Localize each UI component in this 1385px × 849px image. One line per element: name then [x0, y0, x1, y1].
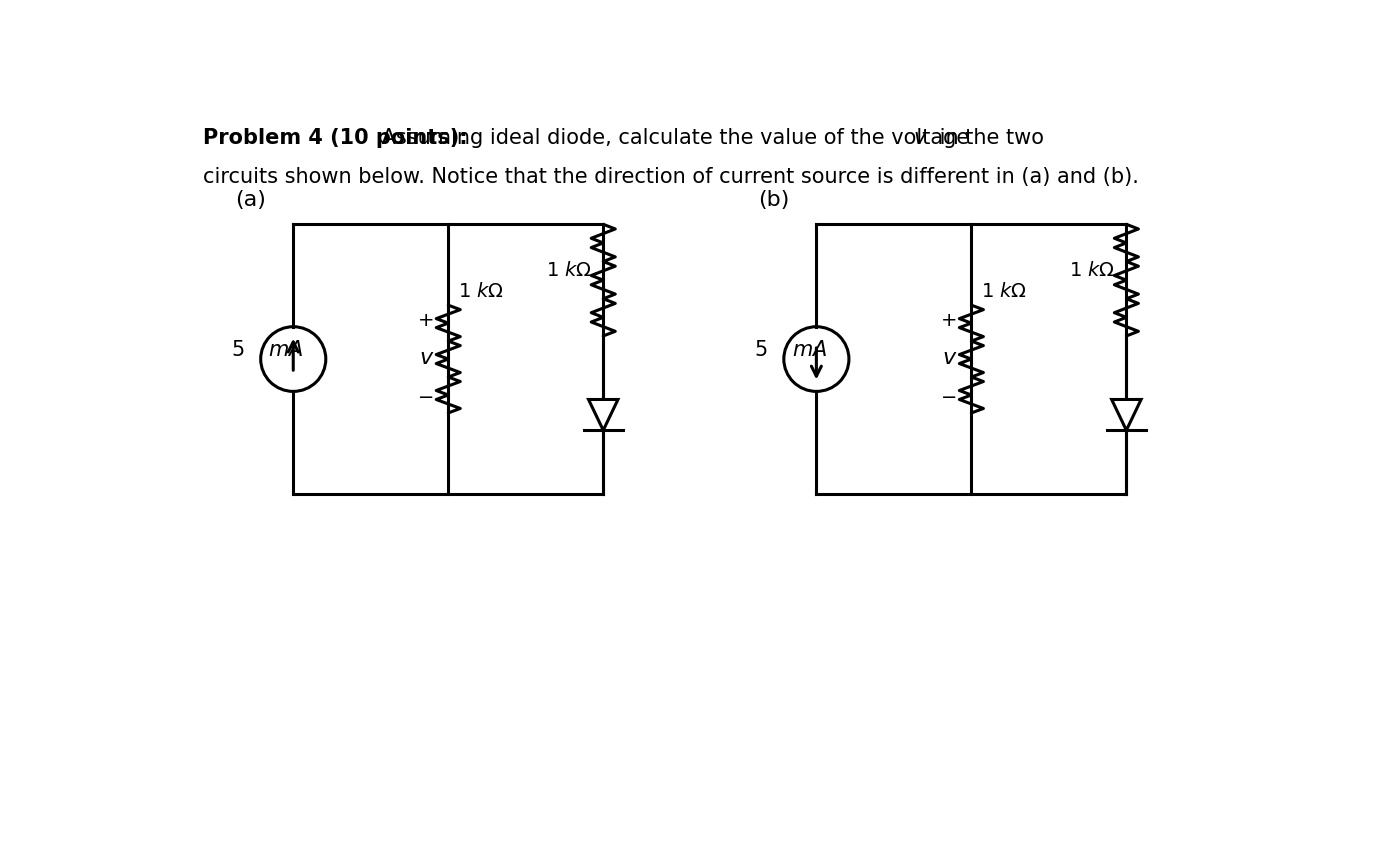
Text: −: −: [940, 388, 957, 407]
Text: circuits shown below. Notice that the direction of current source is different i: circuits shown below. Notice that the di…: [202, 166, 1138, 187]
Text: 5: 5: [755, 340, 774, 360]
Text: in the two: in the two: [932, 128, 1044, 148]
Text: 5: 5: [231, 340, 252, 360]
Text: Problem 4 (10 points):: Problem 4 (10 points):: [202, 128, 467, 148]
Polygon shape: [589, 400, 618, 430]
Text: $v$: $v$: [913, 128, 928, 148]
Text: 1 $k\Omega$: 1 $k\Omega$: [457, 283, 504, 301]
Polygon shape: [1112, 400, 1141, 430]
Text: $mA$: $mA$: [792, 340, 827, 360]
Text: 1 $k\Omega$: 1 $k\Omega$: [981, 283, 1026, 301]
Text: $mA$: $mA$: [269, 340, 303, 360]
Text: +: +: [940, 311, 957, 330]
Text: $v$: $v$: [942, 347, 957, 368]
Text: (a): (a): [235, 190, 266, 211]
Text: 1 $k\Omega$: 1 $k\Omega$: [546, 261, 591, 280]
Text: (b): (b): [758, 190, 789, 211]
Text: +: +: [418, 311, 435, 330]
Text: 1 $k\Omega$: 1 $k\Omega$: [1069, 261, 1115, 280]
Text: −: −: [418, 388, 435, 407]
Text: Assuming ideal diode, calculate the value of the voltage: Assuming ideal diode, calculate the valu…: [374, 128, 975, 148]
Text: $v$: $v$: [418, 347, 435, 368]
